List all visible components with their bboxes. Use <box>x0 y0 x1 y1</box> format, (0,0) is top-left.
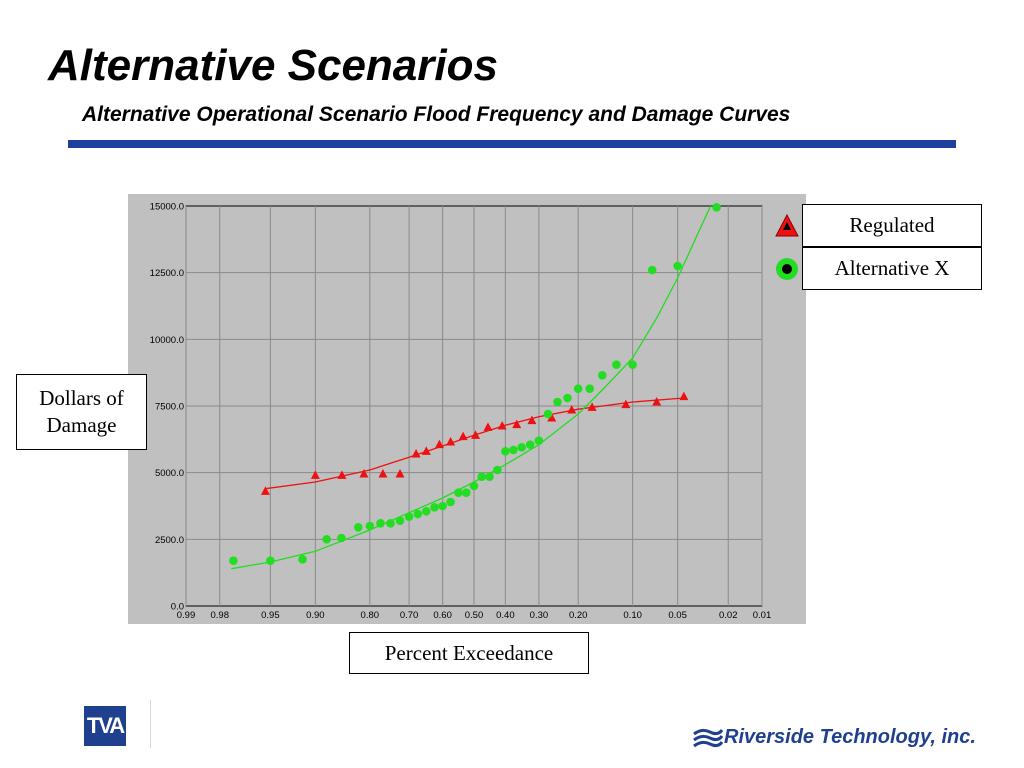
x-tick-label: 0.30 <box>530 610 549 621</box>
alternative-x-point <box>543 409 553 419</box>
alternative-x-point <box>266 556 275 565</box>
alternative-x-point <box>525 440 535 449</box>
y-tick-label: 2500.0 <box>155 535 184 546</box>
x-tick-label: 0.80 <box>361 610 380 621</box>
x-tick-label: 0.05 <box>668 610 687 621</box>
alternative-x-point <box>386 519 395 528</box>
x-tick-label: 0.20 <box>569 610 588 621</box>
flood-damage-chart: 0.99 0.98 0.95 0.90 0.80 0.70 0.60 0.50 0.40 0.30… <box>128 194 806 624</box>
regulated-point <box>434 439 444 449</box>
x-axis-label: Percent Exceedance <box>349 632 589 674</box>
x-tick-label: 0.01 <box>753 610 772 621</box>
x-tick-label: 0.98 <box>210 610 229 621</box>
regulated-point <box>679 391 689 401</box>
regulated-point <box>260 486 270 495</box>
x-tick-label: 0.95 <box>261 610 280 621</box>
alternative-x-point <box>501 447 510 456</box>
regulated-point <box>337 470 347 479</box>
alternative-x-point <box>337 533 346 543</box>
y-tick-label: 7500.0 <box>155 402 184 413</box>
x-tick-label: 0.10 <box>623 610 642 621</box>
alternative-x-point <box>647 265 657 275</box>
logo-divider <box>150 700 151 748</box>
alternative-x-point <box>485 472 494 481</box>
y-tick-label: 10000.0 <box>150 335 184 346</box>
regulated-point <box>587 402 597 411</box>
alternative-x-point <box>612 360 621 369</box>
alternative-x-point <box>563 393 572 403</box>
regulated-point <box>621 399 631 409</box>
alternative-x-point <box>573 384 583 393</box>
alternative-x-point <box>421 507 431 516</box>
legend: Regulated Alternative X <box>772 204 982 290</box>
regulated-point <box>567 405 577 414</box>
riverside-logo: Riverside Technology, inc. <box>692 724 1002 752</box>
x-tick-label: 0.99 <box>177 610 196 621</box>
alternative-x-point <box>353 523 363 532</box>
regulated-point <box>512 419 522 429</box>
y-tick-label: 5000.0 <box>155 468 184 479</box>
riverside-wave-icon <box>693 728 724 748</box>
alternative-x-point <box>430 503 439 512</box>
triangle-icon <box>775 213 799 237</box>
slide-subtitle: Alternative Operational Scenario Flood F… <box>82 103 791 126</box>
alternative-x-point <box>493 465 502 475</box>
regulated-point <box>547 413 557 422</box>
circle-icon <box>776 258 798 280</box>
y-tick-label: 0.0 <box>171 602 184 613</box>
slide-title: Alternative Scenarios <box>48 41 498 90</box>
alternative-x-point <box>376 519 385 528</box>
y-axis-label: Dollars of Damage <box>16 374 147 450</box>
alternative-x-point <box>553 397 562 407</box>
chart-panel: 0.99 0.98 0.95 0.90 0.80 0.70 0.60 0.50 0.40 0.30… <box>128 194 806 624</box>
regulated-point <box>395 469 405 478</box>
alternative-x-point <box>322 535 331 544</box>
alternative-x-point <box>628 360 637 369</box>
regulated-point <box>471 430 481 439</box>
y-tick-label: 15000.0 <box>150 202 184 213</box>
alternative-x-point <box>469 481 479 491</box>
alternative-x-point <box>298 555 307 564</box>
x-tick-label: 0.60 <box>433 610 452 621</box>
alternative-x-point <box>509 445 518 455</box>
regulated-point <box>378 469 388 478</box>
regulated-point <box>421 446 431 455</box>
regulated-point <box>359 469 369 478</box>
regulated-point <box>483 422 493 431</box>
regulated-point <box>411 449 421 458</box>
alternative-x-point <box>454 488 463 497</box>
alternative-x-point <box>673 261 682 271</box>
alternative-x-point <box>438 501 447 511</box>
y-tick-label: 12500.0 <box>150 268 184 279</box>
x-tick-label: 0.70 <box>400 610 419 621</box>
x-tick-label: 0.02 <box>719 610 738 621</box>
alternative-x-point <box>585 384 595 393</box>
legend-item-regulated: Regulated <box>802 204 982 247</box>
x-tick-label: 0.50 <box>465 610 484 621</box>
alternative-x-point <box>446 497 455 507</box>
alternative-x-point <box>517 443 527 452</box>
alternative-x-point <box>477 472 487 481</box>
alternative-x-point <box>712 203 721 212</box>
alternative-x-point <box>461 488 471 497</box>
alternative-x-point <box>598 371 607 380</box>
alternative-x-point <box>395 516 405 525</box>
regulated-point <box>446 437 456 446</box>
regulated-point <box>497 421 507 430</box>
title-divider <box>68 140 956 148</box>
regulated-point <box>527 415 537 425</box>
alternative-x-point <box>534 436 544 445</box>
alternative-x-point <box>365 521 375 531</box>
regulated-point <box>310 470 320 479</box>
legend-item-alternative-x: Alternative X <box>802 247 982 290</box>
x-tick-label: 0.40 <box>496 610 514 621</box>
x-tick-label: 0.90 <box>306 610 325 621</box>
riverside-logo-text: Riverside Technology, inc. <box>724 726 976 748</box>
tva-logo: TVA <box>84 706 126 746</box>
alternative-x-point <box>413 509 423 519</box>
regulated-point <box>458 431 468 441</box>
regulated-point <box>652 397 662 406</box>
alternative-x-point <box>404 512 414 521</box>
alternative-x-point <box>229 556 238 565</box>
